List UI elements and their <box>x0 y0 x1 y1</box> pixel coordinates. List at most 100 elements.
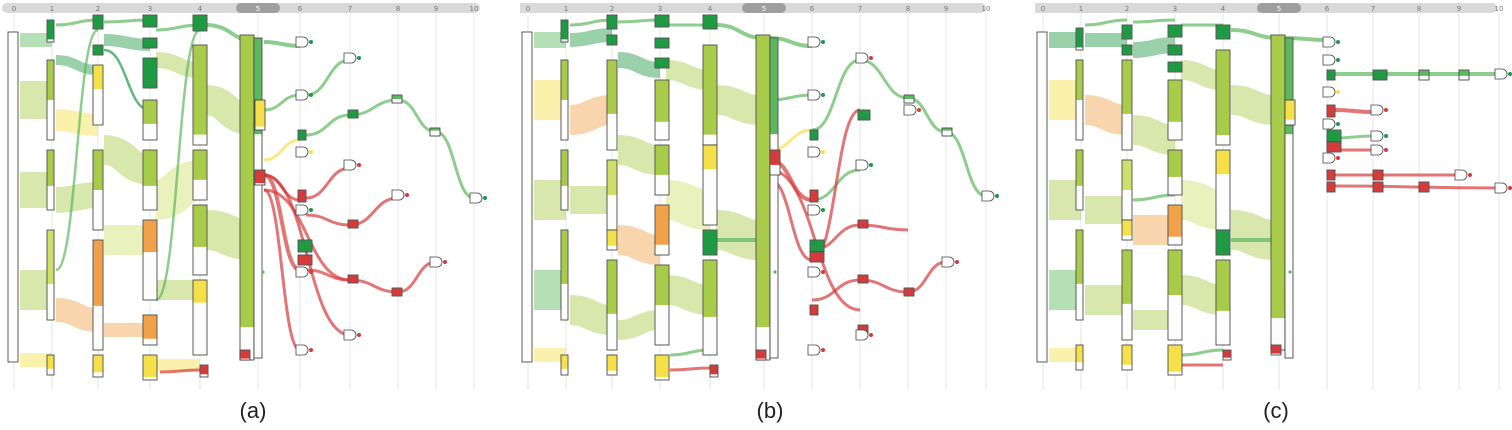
node-fill <box>193 150 207 180</box>
flow-line <box>945 130 987 198</box>
node-fill <box>143 150 157 186</box>
terminal-dot <box>309 93 313 97</box>
terminal-dot <box>483 196 487 200</box>
node-fill <box>1327 170 1335 180</box>
node-box <box>1036 31 1048 363</box>
terminal-node <box>295 204 309 216</box>
node-fill <box>93 355 103 373</box>
terminal-dot <box>1384 134 1388 138</box>
node-fill <box>1076 345 1083 363</box>
timeline-tick-label: 5 <box>256 5 260 13</box>
flow-line <box>1084 95 1128 135</box>
terminal-dot <box>869 163 873 167</box>
node-fill <box>93 150 103 190</box>
node-fill <box>93 65 103 90</box>
flow-line <box>263 188 301 352</box>
node-fill <box>655 58 669 68</box>
node-fill <box>1285 38 1293 135</box>
flow-line <box>155 28 201 302</box>
timeline-tick-label: 3 <box>148 5 152 13</box>
terminal-dot <box>357 333 361 337</box>
terminal-node <box>1370 130 1384 142</box>
node-fill <box>1373 182 1383 192</box>
timeline-tick-label: 0 <box>12 5 16 13</box>
node-fill <box>47 60 54 100</box>
timeline-tick-label: 4 <box>708 5 713 13</box>
terminal-dot <box>1508 186 1512 190</box>
node-fill <box>193 205 207 247</box>
terminal-dot <box>357 163 361 167</box>
node-fill <box>1168 62 1182 72</box>
terminal-dot <box>917 108 921 112</box>
node-fill <box>255 100 265 127</box>
terminal-dot <box>309 348 313 352</box>
terminal-node <box>1322 36 1336 48</box>
node-fill <box>1076 28 1083 48</box>
node-fill <box>298 130 306 140</box>
node-fill <box>1216 150 1230 175</box>
node-fill <box>1327 142 1341 152</box>
node-fill <box>298 255 312 265</box>
node-box <box>521 31 533 363</box>
flow-line <box>55 55 99 75</box>
node-fill <box>1076 230 1083 284</box>
node-fill <box>254 38 262 135</box>
terminal-dot <box>443 260 447 264</box>
node-fill <box>1285 100 1295 120</box>
timeline-tick-label: 7 <box>1371 5 1375 13</box>
timeline-tick-label: 2 <box>1125 5 1129 13</box>
terminal-node <box>343 159 357 171</box>
node-fill <box>1168 250 1182 295</box>
terminal-node <box>1454 169 1468 181</box>
timeline-tick-label: 7 <box>348 5 352 13</box>
node-fill <box>143 15 157 27</box>
node-fill <box>143 100 157 124</box>
terminal-node <box>295 344 309 356</box>
node-fill <box>655 355 669 378</box>
terminal-dot <box>309 40 313 44</box>
timeline-tick-label: 6 <box>810 5 815 13</box>
node-fill <box>47 150 54 186</box>
node-fill <box>200 365 208 375</box>
timeline-tick-label: 6 <box>298 5 303 13</box>
timeline-tick-label: 9 <box>1457 5 1461 13</box>
terminal-dot <box>357 56 361 60</box>
node-fill <box>561 230 568 284</box>
flow-line <box>669 366 711 372</box>
caption-a: (a) <box>239 398 267 423</box>
timeline-tick-label: 2 <box>610 5 614 13</box>
node-fill <box>1122 220 1132 236</box>
caption-b: (b) <box>756 398 784 423</box>
node-fill <box>143 315 157 339</box>
timeline-tick-label: 8 <box>906 5 910 13</box>
terminal-node <box>343 329 357 341</box>
timeline-current-marker <box>742 3 786 13</box>
node-fill <box>143 220 157 253</box>
node-fill <box>942 128 952 131</box>
timeline-tick-label: 9 <box>944 5 948 13</box>
node-fill <box>1327 70 1335 80</box>
node-fill <box>810 190 818 202</box>
node-fill <box>607 15 617 29</box>
panel-b: 0 1 2 3 4 5 6 7 8 9 10 <box>520 0 1010 395</box>
terminal-dot <box>1336 58 1340 62</box>
node-fill <box>1122 60 1132 114</box>
terminal-node <box>941 256 955 268</box>
node-fill <box>810 252 824 262</box>
flow-line <box>159 368 201 374</box>
flow-line <box>1084 18 1128 27</box>
node-fill <box>1076 60 1083 100</box>
node-fill <box>561 20 568 40</box>
node-fill <box>1122 345 1132 365</box>
node-fill <box>143 38 157 48</box>
terminal-node <box>391 189 405 201</box>
terminal-dot <box>1336 122 1340 126</box>
flow-line <box>55 298 99 332</box>
terminal-dot <box>1468 173 1472 177</box>
node-fill <box>93 15 103 29</box>
flow-line <box>617 310 661 340</box>
node-fill <box>1373 170 1383 180</box>
timeline-tick-label: 8 <box>396 5 400 13</box>
node-box <box>92 64 104 126</box>
node-fill <box>607 230 617 246</box>
